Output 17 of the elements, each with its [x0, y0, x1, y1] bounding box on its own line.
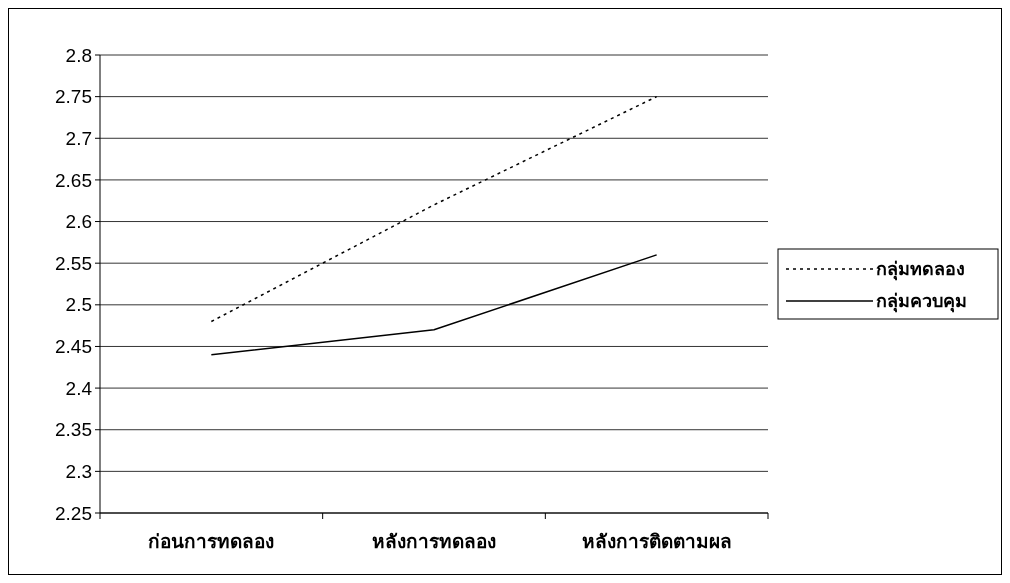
y-tick-label: 2.35	[55, 419, 92, 441]
x-tick-label: ก่อนการทดลอง	[148, 531, 275, 552]
y-tick-label: 2.6	[65, 211, 92, 233]
y-tick-label: 2.55	[55, 252, 92, 274]
y-tick-label: 2.7	[65, 127, 92, 149]
y-tick-label: 2.5	[65, 294, 92, 316]
legend-label: กลุ่มทดลอง	[876, 259, 965, 282]
y-tick-label: 2.8	[65, 44, 92, 66]
y-tick-label: 2.45	[55, 336, 92, 358]
y-tick-label: 2.25	[55, 502, 92, 524]
x-tick-label: หลังการทดลอง	[372, 531, 496, 552]
y-tick-label: 2.4	[65, 377, 93, 399]
y-tick-label: 2.65	[55, 169, 92, 191]
y-tick-label: 2.75	[55, 86, 92, 108]
legend-label: กลุ่มควบคุม	[876, 291, 967, 314]
y-tick-label: 2.3	[65, 461, 92, 483]
x-tick-label: หลังการติดตามผล	[581, 531, 732, 552]
